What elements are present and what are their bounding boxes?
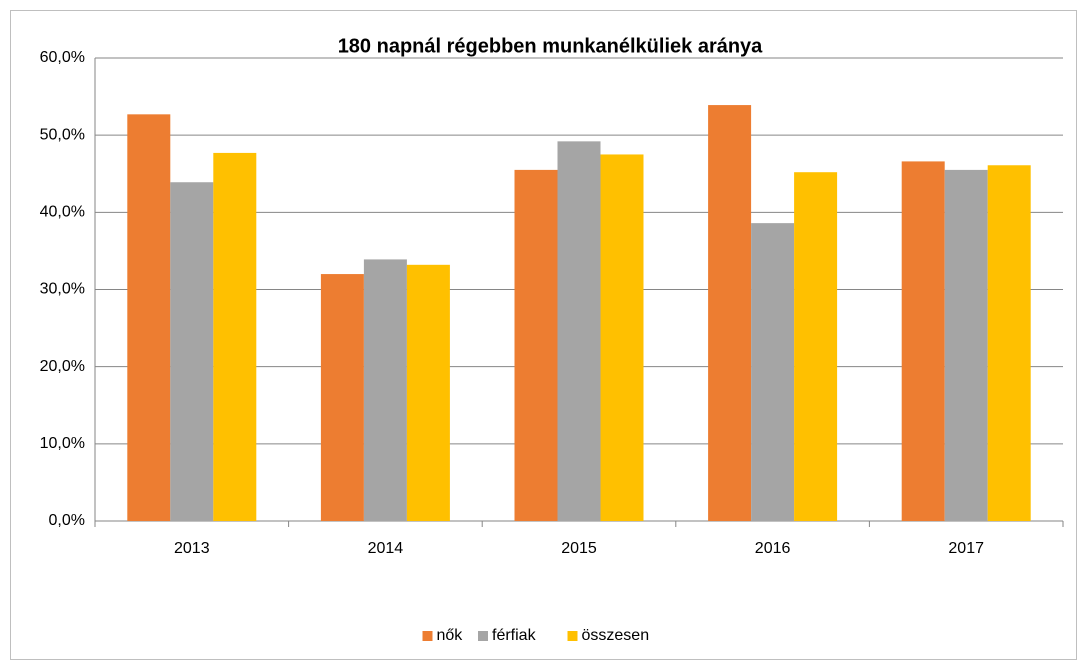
- bar: [944, 169, 988, 521]
- y-tick-label: 50,0%: [40, 126, 85, 143]
- bar: [600, 154, 644, 522]
- x-tick-label: 2014: [368, 540, 404, 557]
- legend-swatch: [478, 631, 488, 641]
- bar: [127, 114, 171, 521]
- bar: [557, 141, 601, 521]
- bar: [901, 161, 945, 522]
- y-tick-label: 10,0%: [40, 435, 85, 452]
- legend-label: nők: [437, 627, 464, 644]
- bar: [987, 165, 1031, 522]
- bar: [514, 169, 558, 521]
- x-tick-label: 2015: [561, 540, 597, 557]
- bar: [320, 274, 364, 521]
- legend-swatch: [567, 631, 578, 641]
- x-tick-label: 2017: [948, 540, 984, 557]
- bar: [213, 152, 257, 522]
- y-tick-label: 0,0%: [49, 512, 85, 529]
- bar: [170, 182, 214, 521]
- bar: [794, 172, 838, 521]
- bar: [363, 259, 407, 521]
- y-tick-label: 30,0%: [40, 281, 85, 298]
- y-tick-label: 20,0%: [40, 358, 85, 375]
- y-tick-label: 40,0%: [40, 204, 85, 221]
- bar: [406, 264, 450, 521]
- y-tick-label: 60,0%: [40, 49, 85, 66]
- chart-title: 180 napnál régebben munkanélküliek arány…: [338, 35, 763, 57]
- legend-label: összesen: [582, 627, 650, 644]
- bar: [751, 223, 795, 522]
- x-tick-label: 2013: [174, 540, 210, 557]
- x-tick-label: 2016: [755, 540, 791, 557]
- bar: [708, 105, 752, 522]
- legend-label: férfiak: [492, 627, 537, 644]
- legend-swatch: [422, 631, 433, 641]
